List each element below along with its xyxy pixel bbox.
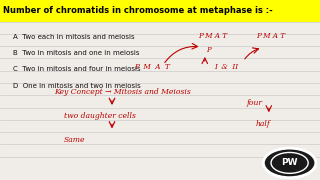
Text: Number of chromatids in chromosome at metaphase is :-: Number of chromatids in chromosome at me… (3, 6, 273, 15)
Text: half: half (256, 120, 271, 128)
Circle shape (263, 148, 316, 178)
Text: I  &  II: I & II (214, 63, 238, 71)
Text: P  M  A  T: P M A T (134, 63, 170, 71)
Text: P M A T: P M A T (198, 32, 228, 40)
Text: P M A T: P M A T (256, 32, 285, 40)
Text: four: four (246, 99, 262, 107)
Text: PW: PW (281, 158, 298, 167)
FancyBboxPatch shape (0, 0, 320, 22)
Text: C  Two in mitosis and four in meiosis: C Two in mitosis and four in meiosis (13, 66, 140, 72)
Text: A  Two each in mitosis and meiosis: A Two each in mitosis and meiosis (13, 34, 134, 40)
Text: D  One in mitosis and two in meiosis: D One in mitosis and two in meiosis (13, 82, 140, 89)
Text: B  Two in mitosis and one in meiosis: B Two in mitosis and one in meiosis (13, 50, 139, 56)
Text: Same: Same (64, 136, 85, 144)
Text: Key Concept → Mitosis and Meiosis: Key Concept → Mitosis and Meiosis (54, 88, 191, 96)
Text: two daughter cells: two daughter cells (64, 112, 136, 120)
Text: P: P (206, 46, 211, 53)
